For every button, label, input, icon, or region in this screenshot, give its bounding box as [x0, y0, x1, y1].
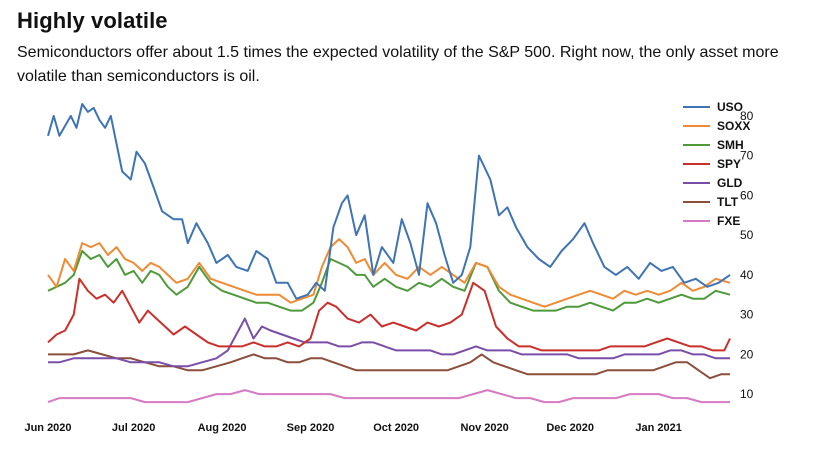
legend-label-smh: SMH: [717, 138, 744, 152]
x-tick-label: Oct 2020: [373, 422, 419, 434]
x-tick-label: Jun 2020: [24, 422, 71, 434]
x-tick-label: Jul 2020: [112, 422, 155, 434]
legend: USO SOXX SMH SPY GLD TLT FXE: [683, 100, 750, 228]
x-tick-label: Sep 2020: [287, 422, 335, 434]
chart-title: Highly volatile: [17, 8, 168, 33]
y-tick-label: 50: [740, 228, 754, 242]
series-line-soxx: [47, 238, 731, 308]
legend-label-tlt: TLT: [717, 195, 739, 209]
series-lines: [47, 103, 731, 404]
legend-label-soxx: SOXX: [717, 119, 750, 133]
series-line-tlt: [48, 349, 730, 380]
legend-label-gld: GLD: [717, 176, 743, 190]
y-tick-label: 20: [740, 347, 754, 361]
x-tick-label: Nov 2020: [460, 422, 508, 434]
series-line-spy: [47, 277, 731, 352]
x-tick-label: Aug 2020: [198, 422, 247, 434]
legend-label-fxe: FXE: [717, 214, 740, 228]
y-tick-label: 10: [740, 387, 754, 401]
series-line-smh: [47, 250, 731, 312]
y-axis-ticks: 10 20 30 40 50 60 70 80: [740, 109, 754, 401]
series-line-gld: [48, 317, 730, 368]
x-tick-label: Dec 2020: [546, 422, 594, 434]
legend-label-uso: USO: [717, 100, 743, 114]
series-line-fxe: [47, 389, 730, 404]
x-tick-label: Jan 2021: [635, 422, 681, 434]
chart-subtitle: Semiconductors offer about 1.5 times the…: [17, 44, 779, 85]
y-tick-label: 60: [740, 188, 754, 202]
y-tick-label: 80: [740, 109, 754, 123]
legend-label-spy: SPY: [717, 157, 741, 171]
y-tick-label: 30: [740, 308, 754, 322]
y-tick-label: 40: [740, 268, 754, 282]
x-axis-ticks: Jun 2020 Jul 2020 Aug 2020 Sep 2020 Oct 2020…: [24, 422, 681, 434]
y-tick-label: 70: [740, 149, 754, 163]
series-line-uso: [47, 103, 731, 300]
